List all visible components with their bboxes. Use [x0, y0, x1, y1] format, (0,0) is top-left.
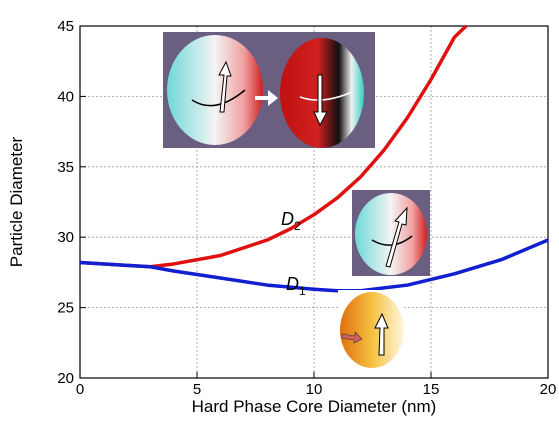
y-axis-label: Particle Diameter: [7, 136, 26, 267]
annotation: D1: [286, 274, 306, 298]
y-tick-label: 40: [57, 88, 74, 105]
y-tick-label: 35: [57, 159, 74, 176]
y-tick-label: 25: [57, 300, 74, 317]
y-tick-label: 30: [57, 229, 74, 246]
x-tick-label: 5: [193, 381, 201, 398]
x-tick-label: 20: [540, 381, 557, 398]
particle: [340, 292, 404, 368]
x-tick-label: 15: [423, 381, 440, 398]
inset-images: [163, 32, 430, 370]
annotation-subscript: 1: [299, 284, 306, 298]
x-tick-label: 0: [76, 381, 84, 398]
x-tick-label: 10: [306, 381, 323, 398]
x-axis-label: Hard Phase Core Diameter (nm): [192, 397, 437, 416]
y-tick-label: 20: [57, 370, 74, 387]
annotation-text: D: [281, 209, 294, 229]
chart: D2 D1 Hard Phase Core Diameter (nm) Part…: [0, 0, 559, 424]
y-tick-label: 45: [57, 18, 74, 35]
annotation-text: D: [286, 274, 299, 294]
annotation-subscript: 2: [294, 219, 301, 233]
particle: [167, 35, 263, 145]
